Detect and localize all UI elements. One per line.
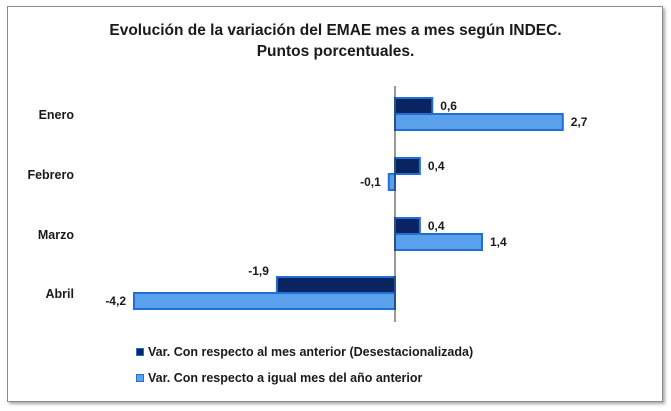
- data-label-monthly-marzo: 0,4: [428, 219, 445, 233]
- data-label-yearly-abril: -4,2: [105, 294, 126, 308]
- data-label-yearly-febrero: -0,1: [360, 175, 381, 189]
- legend-item-yearly: Var. Con respecto a igual mes del año an…: [136, 371, 422, 385]
- legend-item-monthly: Var. Con respecto al mes anterior (Deses…: [136, 345, 473, 359]
- data-label-monthly-abril: -1,9: [248, 264, 269, 278]
- category-label-abril: Abril: [46, 287, 74, 301]
- legend-label-monthly: Var. Con respecto al mes anterior (Deses…: [148, 345, 474, 359]
- data-label-monthly-enero: 0,6: [440, 99, 457, 113]
- bar-yearly-febrero: [387, 173, 396, 191]
- bar-yearly-abril: [133, 292, 396, 310]
- category-label-enero: Enero: [39, 108, 75, 122]
- bar-monthly-enero: [394, 97, 434, 115]
- data-label-monthly-febrero: 0,4: [428, 159, 445, 173]
- chart-title-line-2: Puntos porcentuales.: [256, 43, 415, 60]
- chart-title: Evolución de la variación del EMAE mes a…: [0, 20, 671, 62]
- bar-yearly-enero: [394, 113, 564, 131]
- legend-swatch-yearly: [136, 374, 144, 382]
- bar-yearly-marzo: [394, 233, 483, 251]
- legend-swatch-monthly: [136, 348, 144, 356]
- legend-label-yearly: Var. Con respecto a igual mes del año an…: [148, 371, 423, 385]
- category-label-febrero: Febrero: [27, 168, 74, 182]
- category-label-marzo: Marzo: [38, 228, 74, 242]
- bar-monthly-abril: [275, 276, 396, 294]
- data-label-yearly-enero: 2,7: [571, 115, 588, 129]
- data-label-yearly-marzo: 1,4: [490, 235, 507, 249]
- bar-monthly-febrero: [394, 157, 421, 175]
- bar-monthly-marzo: [394, 217, 421, 235]
- chart-frame: [7, 6, 663, 402]
- chart-title-line-1: Evolución de la variación del EMAE mes a…: [109, 22, 562, 39]
